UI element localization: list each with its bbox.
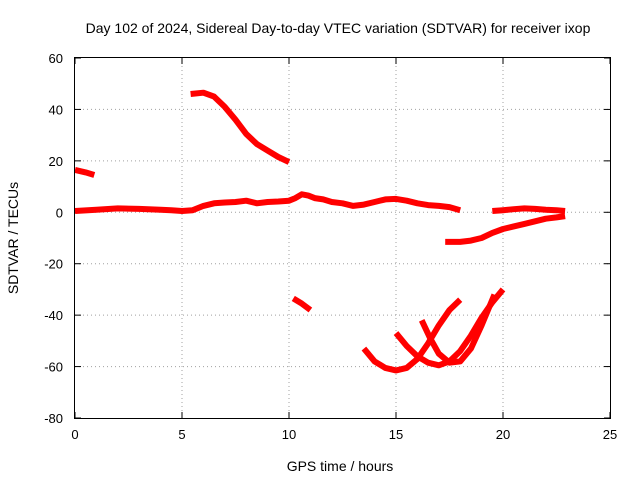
data-series [74,89,566,374]
plot-frame [74,57,611,419]
y-tick-label: 40 [49,102,63,117]
y-tick-label: 60 [49,51,63,66]
y-axis-label: SDTVAR / TECUs [5,182,21,294]
series-seg-1 [74,166,96,178]
grid-lines [75,58,610,418]
series-seg-9 [492,205,566,214]
y-tick-label: 20 [49,154,63,169]
x-tick-label: 10 [282,427,296,442]
series-seg-3 [190,89,291,165]
series-seg-8 [445,213,566,245]
x-tick-label: 20 [496,427,510,442]
axis-ticks: 0 5 10 15 20 25 -80 -60 -40 -20 0 20 40 60 [44,51,617,442]
y-tick-label: 0 [56,205,63,220]
series-seg-2 [74,191,462,214]
y-tick-label: -20 [44,257,63,272]
series-seg-7 [418,293,498,366]
x-tick-label: 0 [71,427,78,442]
series-seg-5 [361,297,463,374]
y-tick-label: -60 [44,360,63,375]
series-seg-4 [291,295,313,313]
x-tick-label: 5 [178,427,185,442]
y-tick-label: -80 [44,411,63,426]
y-tick-label: -40 [44,308,63,323]
x-tick-label: 25 [603,427,617,442]
chart-title: Day 102 of 2024, Sidereal Day-to-day VTE… [86,20,591,36]
x-tick-label: 15 [389,427,403,442]
x-axis-label: GPS time / hours [287,458,394,474]
